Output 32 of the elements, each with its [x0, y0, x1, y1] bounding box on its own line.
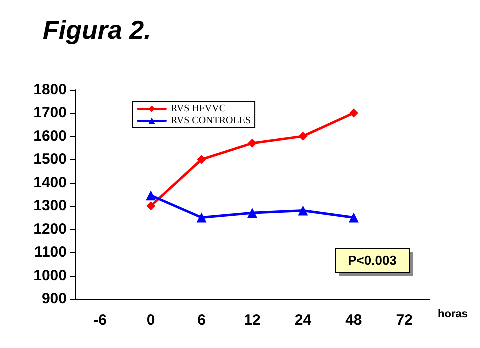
y-tick-label: 1100	[34, 244, 67, 262]
point	[197, 155, 206, 164]
x-tick-label: 72	[396, 312, 413, 329]
point	[248, 208, 258, 218]
x-tick-label: 48	[346, 312, 362, 329]
point	[146, 190, 156, 201]
point	[298, 132, 308, 141]
point	[146, 202, 156, 211]
point	[298, 206, 308, 216]
y-tick-label: 1600	[34, 128, 67, 145]
x-tick-label: -6	[94, 312, 108, 329]
point	[248, 138, 257, 148]
x-tick-label: 6	[198, 312, 206, 329]
annotation: P<0.003	[348, 253, 397, 268]
point	[196, 212, 207, 223]
point	[348, 212, 359, 223]
y-tick-label: 1700	[34, 104, 67, 122]
y-tick-label: 1300	[34, 198, 67, 215]
y-tick-label: 1400	[34, 174, 67, 192]
legend-label: RVS HFVVC	[171, 104, 226, 114]
y-tick-label: 1500	[34, 151, 67, 168]
point	[349, 108, 358, 118]
x-tick-label: 12	[244, 312, 261, 329]
y-tick-label: 1200	[34, 220, 67, 238]
x-tick-label: 24	[294, 312, 312, 329]
y-tick-label: 900	[42, 290, 67, 308]
y-tick-label: 1800	[34, 82, 67, 98]
x-tick-label: 0	[146, 312, 156, 329]
chart-title: Figura 2.	[43, 15, 152, 45]
x-axis-title: horas	[438, 308, 468, 320]
y-tick-label: 1000	[34, 267, 67, 284]
legend-label: RVS CONTROLES	[171, 116, 252, 126]
